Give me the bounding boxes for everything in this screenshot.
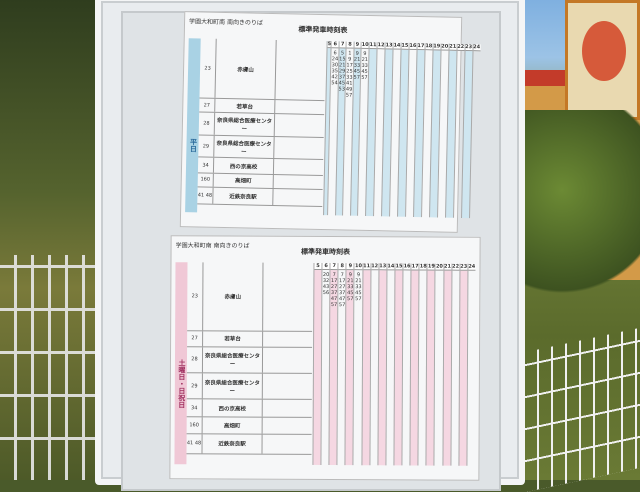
route-destination: 赤膚山 [203,262,263,330]
hour-label: 15 [395,263,402,270]
hour-label: 16 [403,263,410,270]
route-number: 34 [198,158,214,173]
departure-minute: 57 [347,296,353,302]
route-via [273,197,322,198]
route-number: 160 [198,173,214,186]
departure-minute: 57 [355,296,361,302]
route-via [274,167,323,168]
route-via [275,125,324,126]
route-number: 28 [187,347,203,372]
hour-label: 9 [347,263,354,270]
route-via [274,148,323,149]
fence-right [525,328,640,492]
route-destination: 高畑町 [214,174,274,188]
hour-label: 20 [436,264,443,271]
tree [510,110,640,310]
route-number: 41 48 [197,187,213,204]
route-number: 28 [199,113,215,135]
day-label: 土曜日・日祝日 [174,262,187,464]
shop-sign [565,0,640,120]
hour-label: 7 [331,263,338,270]
route-destination: 西の京高校 [203,400,263,417]
route-destination: 赤膚山 [215,39,276,99]
route-destination: 奈良県総合医療センター [203,347,263,373]
route-destination: 奈良県総合医療センター [215,113,275,136]
route-number: 23 [187,262,203,330]
route-destination: 高畑町 [203,418,263,433]
hour-label: 17 [412,263,419,270]
route-number: 23 [199,38,216,98]
timetable-title: 標準発車時刻表 [185,22,461,38]
fence-left [0,255,100,480]
hour-label: 12 [371,263,378,270]
route-via [274,181,323,182]
route-via [276,70,325,71]
route-number: 27 [199,99,215,112]
route-via [275,107,324,108]
hour-label: 8 [339,263,346,270]
route-destination: 奈良県総合医療センター [214,135,274,158]
hour-label: 18 [420,263,427,270]
hour-column: 24 [466,264,475,466]
route-number: 29 [198,135,214,157]
route-number: 29 [187,373,203,398]
hour-label: 6 [323,263,330,270]
hour-label: 23 [460,264,467,271]
departure-minute: 56 [323,290,329,296]
hour-label: 5 [314,263,321,270]
route-destination: 近鉄奈良駅 [213,188,273,206]
hour-label: 21 [444,264,451,271]
departure-minute: 57 [331,302,337,308]
hour-label: 19 [428,264,435,271]
route-number: 34 [187,400,203,417]
route-destination: 西の京高校 [214,158,274,174]
hour-label: 22 [452,264,459,271]
hour-label: 13 [379,263,386,270]
hour-label: 14 [387,263,394,270]
route-destination: 若草台 [215,99,275,113]
route-number: 41 48 [187,434,203,453]
route-destination: 近鉄奈良駅 [203,434,263,454]
hour-label: 24 [473,44,480,51]
sign-character [582,21,626,81]
route-number: 27 [187,331,203,346]
route-destination: 若草台 [203,331,263,346]
hour-label: 11 [363,263,370,270]
hour-label: 24 [468,264,475,271]
timetable-title: 標準発車時刻表 [172,246,480,258]
hour-label: 10 [355,263,362,270]
departure-minute: 57 [361,75,367,81]
departure-minute: 57 [339,302,345,308]
route-number: 160 [187,418,203,433]
route-destination: 奈良県総合医療センター [203,373,263,399]
